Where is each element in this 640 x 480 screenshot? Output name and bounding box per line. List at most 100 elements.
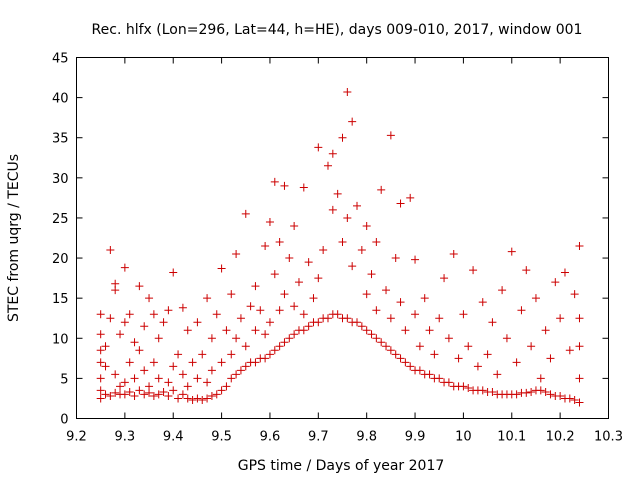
data-point: [362, 290, 371, 299]
data-point: [135, 386, 144, 395]
data-point: [101, 342, 110, 351]
data-point: [522, 388, 531, 397]
data-point: [164, 306, 173, 315]
data-point: [299, 326, 308, 335]
data-point: [401, 358, 410, 367]
data-point: [145, 382, 154, 391]
data-point: [357, 322, 366, 331]
data-point: [328, 205, 337, 214]
data-point: [270, 270, 279, 279]
data-point: [164, 392, 173, 401]
data-point: [546, 390, 555, 399]
data-point: [435, 374, 444, 383]
y-tick-label: 40: [52, 92, 69, 107]
data-point: [386, 131, 395, 140]
data-point: [541, 326, 550, 335]
data-point: [570, 290, 579, 299]
data-point: [425, 326, 434, 335]
data-point: [517, 306, 526, 315]
data-point: [444, 378, 453, 387]
data-point: [106, 314, 115, 323]
data-point: [183, 326, 192, 335]
data-point: [154, 374, 163, 383]
data-point: [101, 362, 110, 371]
data-point: [149, 358, 158, 367]
y-tick-label: 10: [52, 332, 69, 347]
axis-ticks: [76, 57, 609, 419]
data-point: [96, 358, 105, 367]
data-point: [459, 310, 468, 319]
data-point: [140, 322, 149, 331]
data-point: [314, 274, 323, 283]
x-tick-label: 9.9: [405, 430, 426, 445]
data-point: [575, 314, 584, 323]
data-point: [111, 279, 120, 288]
data-point: [149, 310, 158, 319]
x-tick-label: 9.5: [211, 430, 232, 445]
data-point: [280, 290, 289, 299]
data-point: [145, 294, 154, 303]
data-point: [372, 238, 381, 247]
data-point: [367, 330, 376, 339]
data-point: [425, 370, 434, 379]
y-tick-label: 0: [60, 413, 68, 428]
data-point: [449, 250, 458, 259]
data-point: [459, 382, 468, 391]
data-point: [125, 310, 134, 319]
data-point: [135, 346, 144, 355]
data-point: [116, 330, 125, 339]
data-point: [120, 263, 129, 272]
data-point: [265, 318, 274, 327]
data-point: [353, 201, 362, 210]
data-point: [169, 362, 178, 371]
data-point: [299, 183, 308, 192]
data-point: [299, 310, 308, 319]
data-point: [174, 350, 183, 359]
data-point: [314, 143, 323, 152]
data-point: [536, 374, 545, 383]
data-point: [435, 314, 444, 323]
data-point: [222, 326, 231, 335]
data-point: [343, 314, 352, 323]
data-point: [236, 366, 245, 375]
data-point: [314, 318, 323, 327]
data-point: [246, 302, 255, 311]
data-point: [178, 370, 187, 379]
data-point: [96, 346, 105, 355]
data-point: [227, 290, 236, 299]
data-point: [406, 362, 415, 371]
data-point: [106, 246, 115, 255]
data-point: [454, 354, 463, 363]
x-tick-label: 10: [455, 430, 472, 445]
x-tick-label: 9.3: [115, 430, 136, 445]
data-point: [178, 390, 187, 399]
data-point: [323, 314, 332, 323]
data-point: [396, 298, 405, 307]
data-point: [164, 378, 173, 387]
data-point: [280, 338, 289, 347]
data-point: [135, 282, 144, 291]
data-point: [125, 358, 134, 367]
data-point: [362, 221, 371, 230]
data-point: [290, 330, 299, 339]
data-point: [290, 221, 299, 230]
data-point: [377, 338, 386, 347]
x-tick-label: 9.4: [163, 430, 184, 445]
data-point: [275, 238, 284, 247]
data-point: [411, 255, 420, 264]
data-point: [386, 314, 395, 323]
data-point: [261, 242, 270, 251]
data-point: [319, 246, 328, 255]
data-point: [198, 350, 207, 359]
y-tick-label: 20: [52, 252, 69, 267]
y-tick-label: 15: [52, 292, 69, 307]
data-point: [367, 270, 376, 279]
data-point: [575, 398, 584, 407]
data-point: [294, 278, 303, 287]
data-point: [536, 386, 545, 395]
data-point: [256, 306, 265, 315]
data-point: [203, 394, 212, 403]
data-point: [512, 358, 521, 367]
data-point: [212, 310, 221, 319]
